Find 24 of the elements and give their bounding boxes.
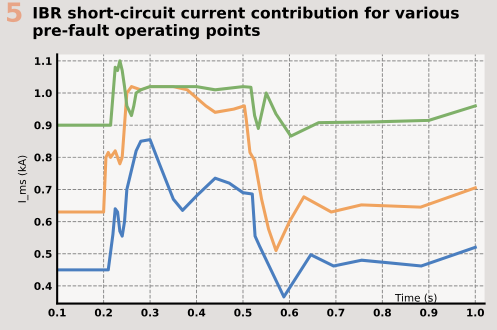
x-tick-label: 0.2 <box>94 308 112 317</box>
x-tick-label: 0.7 <box>327 308 344 317</box>
y-tick-label: 0.4 <box>34 282 52 290</box>
line-series <box>57 59 477 138</box>
x-tick-label: 0.1 <box>48 308 66 317</box>
y-tick-label: 1.1 <box>35 57 52 65</box>
x-tick-label: 0.9 <box>420 308 438 317</box>
x-tick-label: 1.0 <box>467 308 484 317</box>
x-tick-label: 0.4 <box>188 308 206 317</box>
y-axis-title: I_ms (kA) <box>18 156 28 202</box>
x-tick-label: 0.3 <box>141 308 158 317</box>
line-series <box>57 85 477 252</box>
y-tick-label: 0.9 <box>34 121 52 130</box>
text: 5 <box>7 2 22 22</box>
y-tick-label: 0.8 <box>34 154 52 162</box>
chart-title: IBR short-circuit current contribution for various pre-fault operating points <box>34 6 459 40</box>
y-tick-label: 1.0 <box>35 89 52 98</box>
x-axis-title: Time (s) <box>394 294 436 303</box>
y-tick-label: 0.5 <box>34 250 52 258</box>
x-tick-label: 0.8 <box>374 308 391 317</box>
x-tick-label: 0.6 <box>280 308 298 317</box>
x-tick-label: 0.5 <box>234 308 252 317</box>
y-tick-label: 0.7 <box>34 186 52 194</box>
y-tick-label: 0.6 <box>34 218 52 226</box>
